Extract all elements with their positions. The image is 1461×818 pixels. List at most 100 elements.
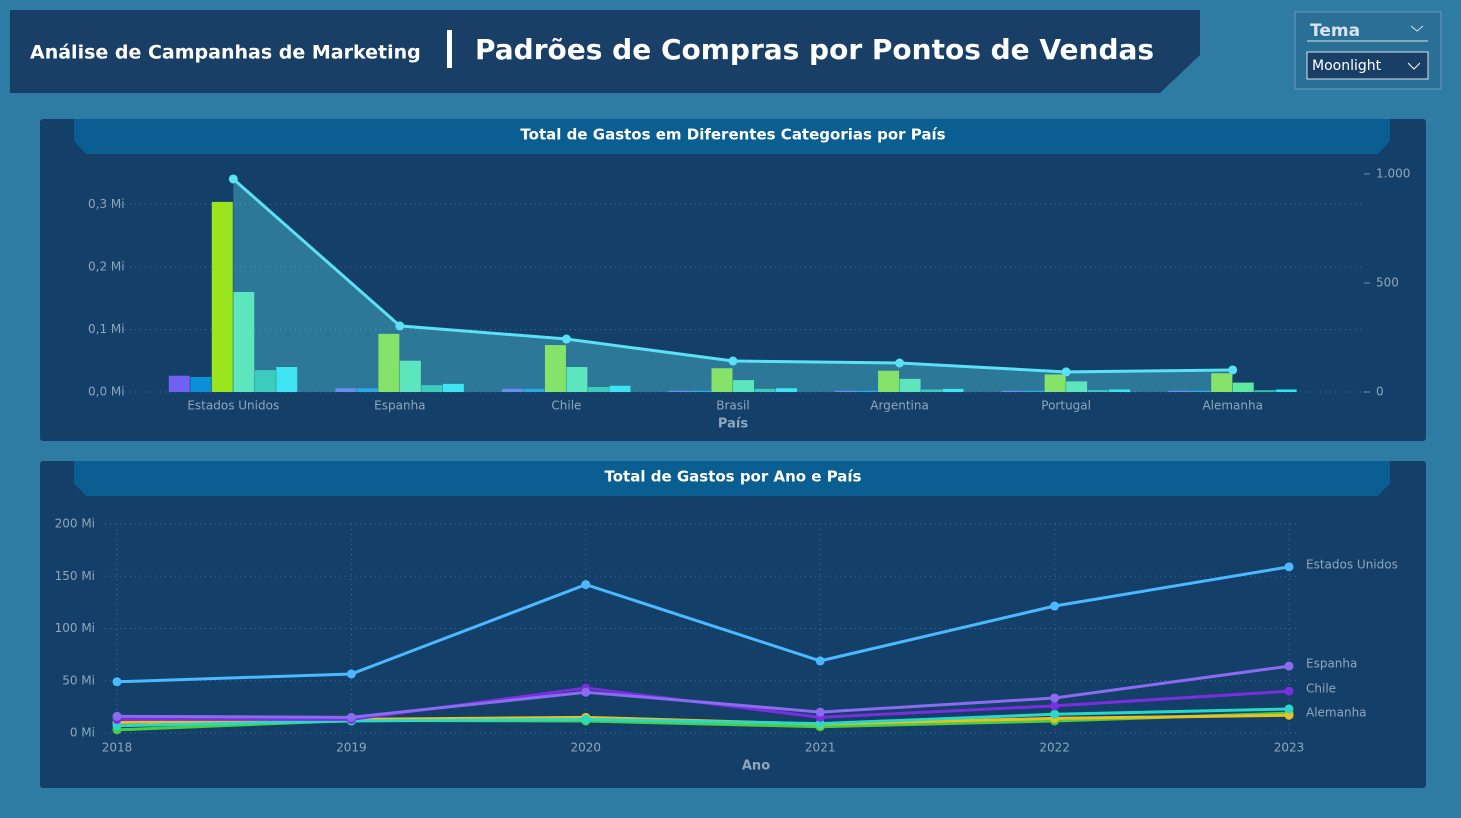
line-point [581, 714, 591, 724]
y2-tick-label: 500 [1376, 275, 1399, 289]
bar [421, 385, 443, 392]
bar [442, 383, 464, 392]
bar [1044, 374, 1066, 392]
line-point [1061, 367, 1071, 377]
bar [254, 370, 276, 392]
bar [587, 386, 609, 392]
bar [754, 388, 776, 392]
x-tick-label: Chile [551, 399, 581, 413]
bar [609, 385, 631, 392]
bar [523, 388, 545, 392]
series-label: Alemanha [1306, 706, 1367, 720]
bar [1066, 381, 1088, 392]
line-area [233, 178, 1233, 392]
bar [690, 390, 711, 392]
bar [276, 366, 298, 392]
header-divider [447, 30, 452, 68]
series-label: Estados Unidos [1306, 557, 1398, 571]
header-title: Padrões de Compras por Pontos de Vendas [475, 33, 1154, 66]
bar [168, 375, 190, 392]
line-point [112, 721, 122, 731]
line-point [395, 321, 405, 331]
header-panel [10, 10, 1200, 93]
bar [190, 376, 212, 392]
bar [566, 366, 588, 392]
x-tick-label: 2021 [805, 741, 836, 755]
line-point [1284, 686, 1294, 696]
bar [378, 333, 400, 392]
theme-value[interactable]: Moonlight [1312, 58, 1382, 74]
bar [1211, 373, 1233, 392]
bar [335, 388, 357, 392]
line [116, 707, 1290, 728]
x-tick-label: Alemanha [1202, 399, 1263, 413]
line-point [1050, 709, 1060, 719]
chevron [1410, 25, 1424, 32]
bar [711, 368, 733, 392]
chevron [1407, 62, 1421, 70]
line-point [346, 669, 356, 679]
line-point [728, 356, 738, 366]
bar [878, 370, 900, 392]
y2-tick-label: 1.000 [1376, 166, 1410, 180]
bar [1023, 390, 1045, 392]
bar [356, 388, 378, 392]
line-point [1228, 365, 1238, 375]
y-tick-label: 0,0 Mi [88, 385, 125, 399]
x-tick-label: Portugal [1041, 399, 1091, 413]
x-tick-label: Brasil [716, 399, 749, 413]
y-tick-label: 100 Mi [55, 621, 95, 635]
bar [1109, 389, 1131, 392]
line-point [895, 358, 905, 368]
bar [1254, 390, 1276, 392]
line-point [1050, 601, 1060, 611]
line-point [815, 719, 825, 729]
series-label: Espanha [1306, 657, 1357, 671]
line-point [1284, 562, 1294, 572]
y2-tick-label: 0 [1376, 385, 1384, 399]
bar [733, 380, 754, 392]
bar [1087, 390, 1109, 392]
x-tick-label: Estados Unidos [187, 399, 279, 413]
line-point [112, 677, 122, 687]
title-bar [74, 119, 1390, 154]
x-tick-label: Argentina [870, 399, 929, 413]
y-tick-label: 150 Mi [55, 569, 95, 583]
theme-dropdown[interactable] [1306, 51, 1429, 80]
bar [399, 360, 421, 392]
line [116, 664, 1290, 719]
line-point [581, 687, 591, 697]
y-tick-label: 50 Mi [62, 673, 95, 687]
header-subtitle: Análise de Campanhas de Marketing [30, 42, 421, 64]
line-point [1284, 661, 1294, 671]
bar [776, 388, 797, 392]
series-label: Chile [1306, 682, 1336, 696]
line-point [815, 656, 825, 666]
chart-title: Total de Gastos por Ano e País [605, 468, 862, 486]
y-tick-label: 200 Mi [55, 517, 95, 531]
x-tick-label: 2018 [102, 741, 133, 755]
bar [1189, 390, 1211, 392]
x-tick-label: Espanha [374, 399, 425, 413]
bar [835, 390, 857, 392]
x-tick-label: 2019 [336, 741, 367, 755]
bar [211, 201, 233, 392]
bar [501, 388, 523, 392]
chart-title: Total de Gastos em Diferentes Categorias… [520, 126, 945, 144]
line-point [1050, 701, 1060, 711]
x-tick-label: 2020 [571, 741, 602, 755]
x-axis-label: País [718, 417, 748, 432]
bar [1001, 390, 1023, 392]
bar [233, 291, 255, 392]
line-point [561, 334, 571, 344]
line [116, 565, 1290, 684]
bar [668, 390, 690, 392]
bar [856, 390, 878, 392]
line-point [581, 580, 591, 590]
bar [544, 345, 566, 392]
bar [942, 388, 964, 392]
theme-label: Tema [1310, 21, 1360, 41]
line-point [1284, 704, 1294, 714]
